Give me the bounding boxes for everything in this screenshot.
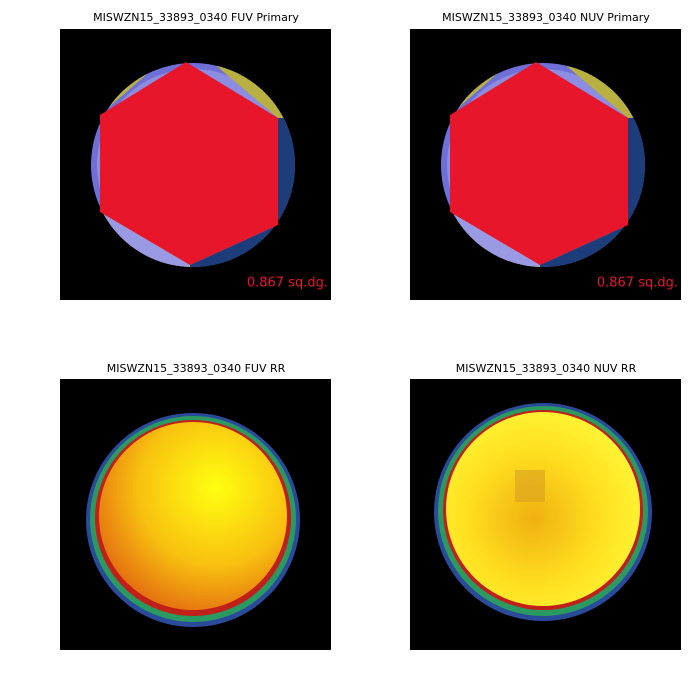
fuv-primary-image xyxy=(60,29,331,300)
panel-title: MISWZN15_33893_0340 NUV RR xyxy=(456,362,637,375)
area-label: 0.867 sq.dg. xyxy=(597,276,678,291)
area-label: 0.867 sq.dg. xyxy=(247,276,328,291)
panel-title: MISWZN15_33893_0340 FUV RR xyxy=(107,362,286,375)
panel-title: MISWZN15_33893_0340 FUV Primary xyxy=(93,11,299,24)
panel-title: MISWZN15_33893_0340 NUV Primary xyxy=(442,11,650,24)
fuv-rr-image xyxy=(60,379,331,650)
nuv-primary-image xyxy=(410,29,681,300)
nuv-rr-image xyxy=(410,379,681,650)
